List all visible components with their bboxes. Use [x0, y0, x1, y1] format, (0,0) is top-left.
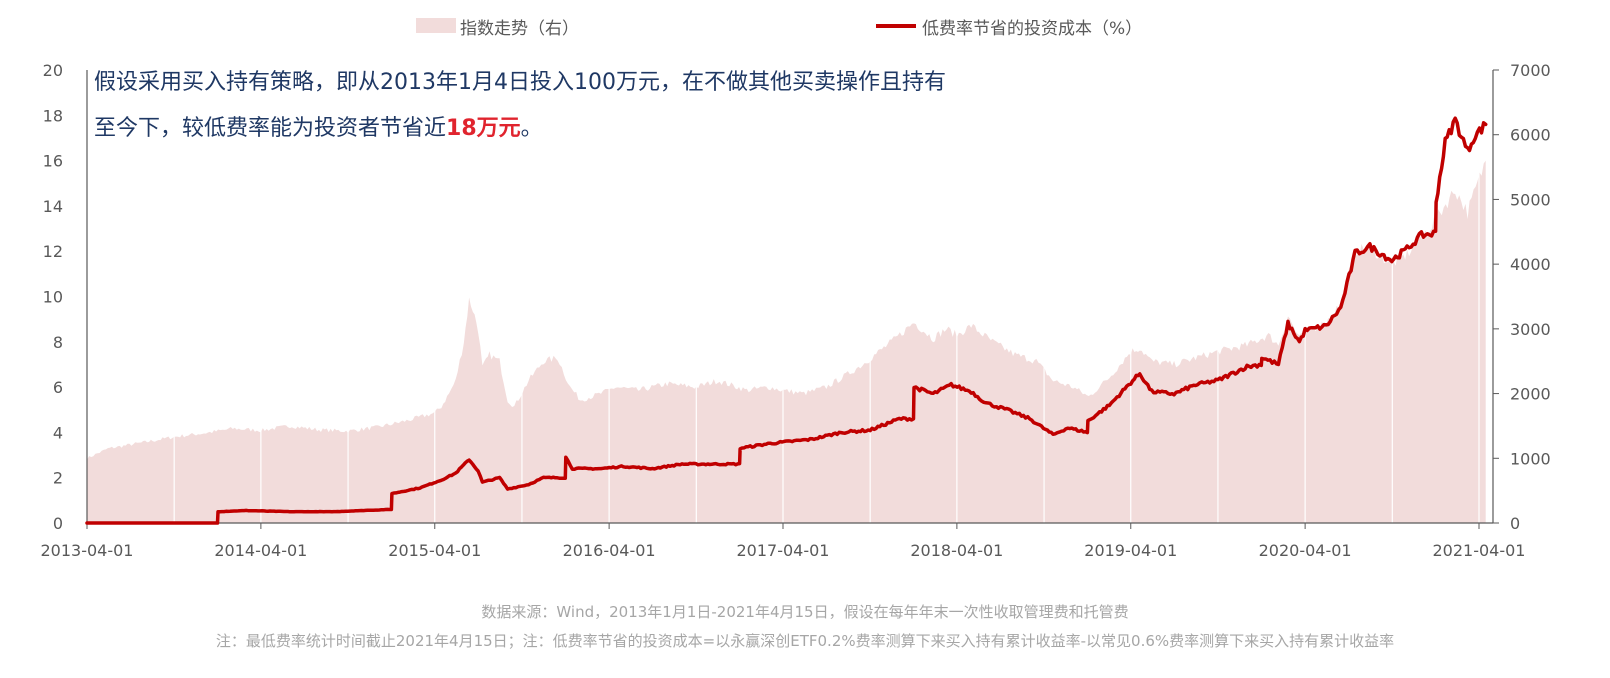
- y-left-tick-label: 2: [53, 469, 63, 488]
- y-left-tick-label: 14: [43, 197, 63, 216]
- legend-label-cost: 低费率节省的投资成本（%）: [922, 19, 1143, 39]
- y-left-tick-label: 12: [43, 242, 63, 261]
- x-tick-label: 2020-04-01: [1259, 541, 1352, 560]
- y-right-tick-label: 7000: [1510, 61, 1551, 80]
- annotation-highlight: 18万元: [446, 116, 521, 141]
- cost-line: [85, 116, 1488, 525]
- x-tick-label: 2013-04-01: [41, 541, 134, 560]
- y-right-tick-label: 2000: [1510, 385, 1551, 404]
- y-left-tick-label: 8: [53, 333, 63, 352]
- annotation-line-2: 至今下，较低费率能为投资者节省近18万元。: [94, 110, 543, 142]
- y-left-tick-label: 6: [53, 378, 63, 397]
- y-right-tick-label: 6000: [1510, 126, 1551, 145]
- year-separator-lines: [173, 60, 1480, 523]
- y-left-tick-label: 4: [53, 423, 63, 442]
- index-area: [87, 160, 1486, 523]
- x-tick-label: 2019-04-01: [1084, 541, 1177, 560]
- y-right-tick-label: 0: [1510, 514, 1520, 533]
- x-tick-label: 2015-04-01: [388, 541, 481, 560]
- source-footnote: 数据来源：Wind，2013年1月1日-2021年4月15日，假设在每年年末一次…: [481, 603, 1129, 621]
- index-area-layer: [87, 160, 1486, 523]
- y-right-tick-label: 1000: [1510, 449, 1551, 468]
- y-left-tick-label: 18: [43, 106, 63, 125]
- y-right-tick-label: 3000: [1510, 320, 1551, 339]
- cost-line-layer: [85, 116, 1488, 525]
- y-left-tick-label: 16: [43, 152, 63, 171]
- x-tick-label: 2017-04-01: [737, 541, 830, 560]
- x-tick-label: 2018-04-01: [910, 541, 1003, 560]
- annotation-line-1: 假设采用买入持有策略，即从2013年1月4日投入100万元，在不做其他买卖操作且…: [94, 70, 946, 95]
- x-tick-label: 2014-04-01: [214, 541, 307, 560]
- y-left-tick-label: 10: [43, 288, 63, 307]
- x-tick-label: 2016-04-01: [563, 541, 656, 560]
- x-tick-label: 2021-04-01: [1433, 541, 1526, 560]
- note-footnote: 注：最低费率统计时间截止2021年4月15日；注：低费率节省的投资成本=以永赢深…: [215, 632, 1395, 650]
- y-right-tick-label: 5000: [1510, 190, 1551, 209]
- y-left-tick-label: 20: [43, 61, 63, 80]
- y-right-tick-label: 4000: [1510, 255, 1551, 274]
- annotation-text: 至今下，较低费率能为投资者节省近: [94, 116, 447, 141]
- annotation-suffix: 。: [520, 116, 543, 141]
- legend-label-index: 指数走势（右）: [460, 19, 579, 39]
- y-left-tick-label: 0: [53, 514, 63, 533]
- legend: [416, 18, 916, 33]
- axes: 0 2 4 6 8 10 12 14 16 18 20 0 1000 2000 3000 4000 5000 60…: [41, 61, 1551, 560]
- legend-swatch-index: [416, 18, 456, 33]
